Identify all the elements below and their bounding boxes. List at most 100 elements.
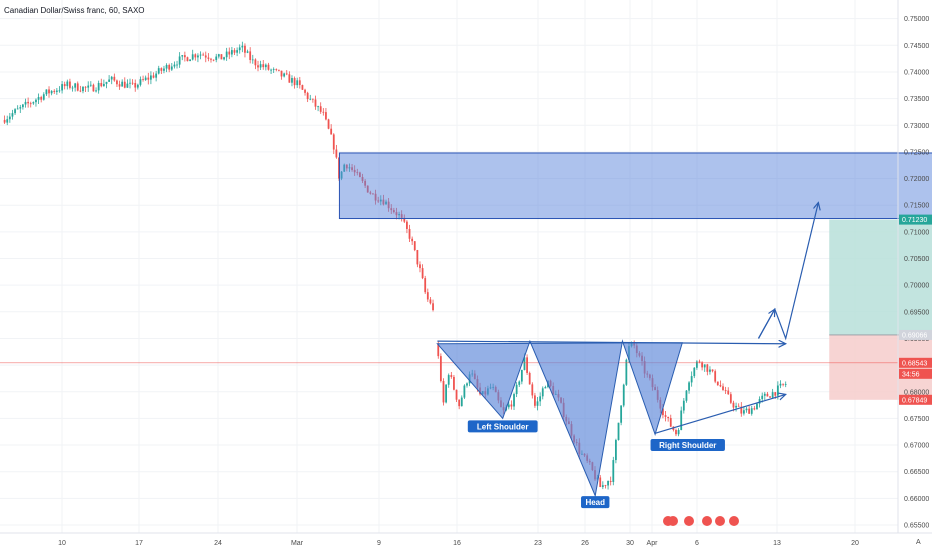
candle-body — [55, 90, 58, 92]
x-tick-label: 20 — [851, 540, 859, 547]
price-tag-label: 0.71230 — [902, 217, 927, 224]
candle-body — [113, 76, 116, 81]
candle-body — [769, 396, 771, 398]
y-tick-label: 0.69500 — [904, 309, 929, 316]
candle-body — [536, 401, 539, 406]
pattern-label-head[interactable]: Head — [581, 496, 610, 509]
candle-body — [510, 404, 513, 407]
candle-body — [110, 76, 113, 80]
projection-arrow-first-leg[interactable] — [757, 309, 774, 339]
candle-body — [228, 51, 231, 55]
candle-body — [220, 54, 223, 60]
candle-body — [288, 74, 291, 83]
candle-body — [314, 99, 317, 107]
candle-body — [181, 55, 184, 57]
x-tick-label: 30 — [626, 540, 634, 547]
x-tick-label: 26 — [581, 540, 589, 547]
candle-body — [753, 408, 756, 410]
candle-body — [100, 82, 103, 87]
candle-body — [236, 50, 239, 53]
candle-body — [126, 83, 129, 88]
canada-flag-event-icon[interactable] — [715, 516, 725, 526]
price-tag-label: 0.68543 — [902, 360, 927, 367]
candle-body — [756, 403, 758, 410]
candle-body — [249, 51, 252, 60]
candle-body — [246, 51, 249, 53]
candle-body — [207, 57, 210, 59]
candle-body — [264, 64, 267, 68]
candle-body — [293, 78, 296, 86]
head-and-shoulders-pattern[interactable] — [436, 339, 683, 498]
candle-body — [416, 250, 419, 265]
candle-body — [455, 389, 458, 400]
candle-body — [95, 90, 97, 92]
candle-body — [445, 384, 448, 403]
candle-body — [539, 396, 542, 402]
candle-body — [233, 50, 236, 53]
profit-target-zone[interactable] — [829, 219, 932, 335]
candle-body — [662, 408, 664, 416]
candle-body — [197, 55, 199, 58]
canada-flag-event-icon[interactable] — [702, 516, 712, 526]
candle-body — [311, 98, 314, 100]
y-tick-label: 0.65500 — [904, 523, 929, 530]
candle-body — [675, 430, 677, 435]
x-tick-label: 9 — [377, 540, 381, 547]
candle-body — [186, 57, 189, 62]
candle-body — [719, 385, 722, 387]
canada-flag-event-icon[interactable] — [668, 516, 678, 526]
canada-flag-event-icon[interactable] — [684, 516, 694, 526]
plot-area[interactable] — [0, 0, 898, 533]
x-tick-label: 6 — [695, 540, 699, 547]
candle-body — [609, 480, 612, 482]
y-tick-label: 0.73500 — [904, 96, 929, 103]
candle-body — [518, 381, 521, 385]
candle-body — [118, 84, 121, 87]
pattern-label-text: Left Shoulder — [477, 422, 529, 431]
candle-body — [748, 408, 751, 414]
candle-body — [150, 75, 152, 80]
candle-body — [69, 81, 71, 88]
support-trendline-arrow[interactable] — [654, 394, 786, 434]
auto-scale-button[interactable]: A — [916, 539, 921, 546]
candle-body — [270, 69, 272, 71]
price-tag-background — [899, 329, 932, 340]
candle-body — [278, 69, 280, 71]
candle-body — [695, 361, 698, 368]
y-tick-label: 0.71000 — [904, 229, 929, 236]
candle-body — [774, 392, 777, 396]
candle-body — [526, 357, 528, 373]
candle-body — [604, 485, 607, 487]
candle-body — [79, 90, 82, 92]
candle-body — [309, 98, 312, 100]
candle-body — [102, 83, 105, 87]
x-tick-label: 10 — [58, 540, 66, 547]
price-tag-label: 0.69066 — [902, 332, 927, 339]
candle-body — [413, 241, 416, 251]
x-tick-label: 16 — [453, 540, 461, 547]
pattern-label-left-shoulder[interactable]: Left Shoulder — [467, 420, 538, 433]
y-tick-label: 0.66000 — [904, 496, 929, 503]
candle-body — [152, 75, 155, 78]
candle-body — [35, 99, 37, 103]
candle-body — [129, 82, 131, 84]
candle-body — [63, 84, 66, 87]
resistance-zone[interactable] — [338, 152, 932, 220]
y-tick-label: 0.66500 — [904, 469, 929, 476]
candle-body — [669, 418, 672, 427]
candle-body — [40, 97, 43, 100]
candle-body — [599, 477, 602, 488]
candle-body — [244, 45, 246, 53]
pattern-label-right-shoulder[interactable]: Right Shoulder — [650, 439, 725, 452]
neckline-arrow[interactable] — [437, 341, 785, 344]
canada-flag-event-icon[interactable] — [729, 516, 739, 526]
candle-body — [212, 59, 215, 61]
candle-body — [761, 395, 764, 400]
candle-body — [701, 362, 704, 368]
candle-body — [763, 393, 766, 396]
candle-body — [204, 55, 207, 58]
y-tick-label: 0.72000 — [904, 176, 929, 183]
candle-body — [66, 81, 69, 87]
